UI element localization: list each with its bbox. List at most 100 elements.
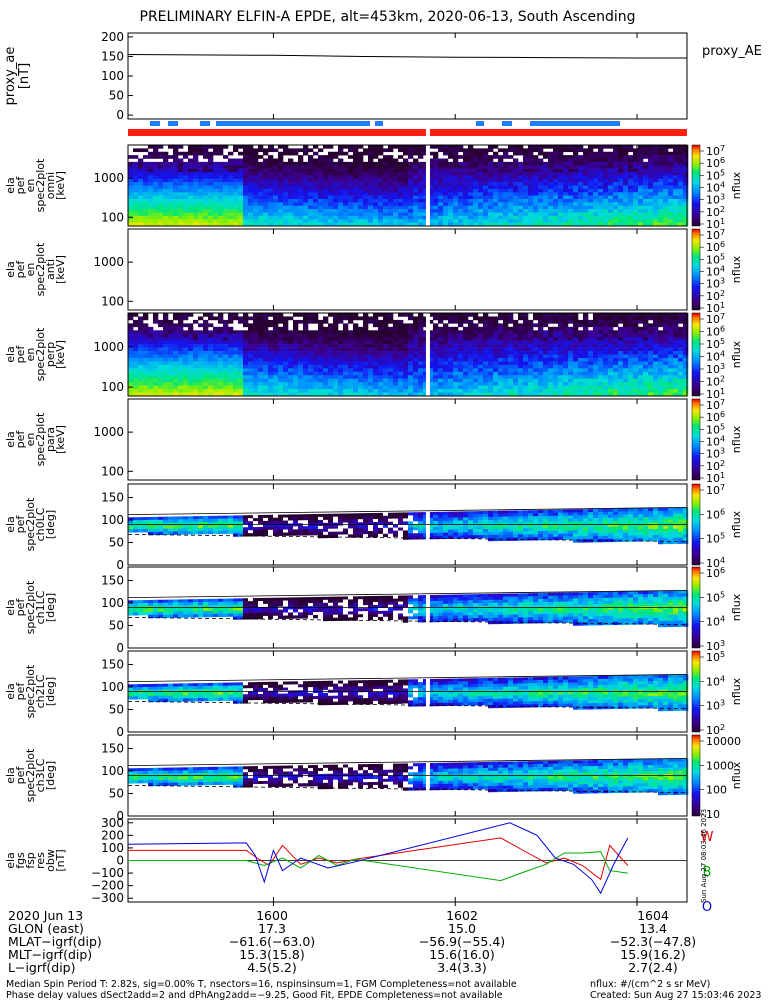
spectrogram-cell: [503, 368, 508, 372]
spectrogram-cell: [353, 330, 358, 334]
spectrogram-cell: [533, 169, 538, 173]
spectrogram-cell: [373, 323, 378, 327]
spectrogram-cell: [418, 313, 423, 317]
spectrogram-cell: [623, 379, 628, 383]
spectrogram-cell: [258, 148, 263, 152]
spectrogram-cell: [433, 382, 438, 386]
spectrogram-cell: [248, 386, 253, 390]
spectrogram-cell: [368, 175, 373, 179]
spectrogram-cell: [388, 186, 393, 190]
spectrogram-cell: [633, 179, 638, 183]
spectrogram-cell: [323, 379, 328, 383]
spectrogram-cell: [333, 372, 338, 376]
spectrogram-cell: [358, 334, 363, 338]
spectrogram-cell: [633, 351, 638, 355]
spectrogram-cell: [188, 368, 193, 372]
spectrogram-cell: [678, 175, 683, 179]
spectrogram-cell: [413, 196, 418, 200]
spectrogram-cell: [363, 361, 368, 365]
spectrogram-cell: [413, 386, 418, 390]
spectrogram-cell: [473, 341, 478, 345]
spectrogram-cell: [443, 165, 448, 169]
spectrogram-cell: [658, 148, 663, 152]
spectrogram-cell: [353, 192, 358, 196]
spectrogram-cell: [548, 165, 553, 169]
spectrogram-cell: [373, 179, 378, 183]
spectrogram-cell: [523, 361, 528, 365]
spectrogram-cell: [388, 351, 393, 355]
spectrogram-cell: [353, 159, 358, 163]
spectrogram-cell: [313, 145, 318, 149]
spectrogram-cell: [528, 337, 533, 341]
spectrogram-cell: [133, 375, 138, 379]
spectrogram-cell: [283, 330, 288, 334]
spectrogram-cell: [583, 172, 588, 176]
spectrogram-cell: [443, 175, 448, 179]
spectrogram-cell: [133, 379, 138, 383]
spectrogram-cell: [168, 192, 173, 196]
spectrogram-cell: [618, 351, 623, 355]
spectrogram-cell: [268, 148, 273, 152]
spectrogram-cell: [193, 189, 198, 193]
spectrogram-cell: [588, 186, 593, 190]
spectrogram-cell: [588, 179, 593, 183]
spectrogram-cell: [188, 199, 193, 203]
spectrogram-cell: [248, 379, 253, 383]
spectrogram-cell: [143, 337, 148, 341]
spectrogram-cell: [673, 186, 678, 190]
spectrogram-cell: [378, 219, 383, 223]
spectrogram-cell: [208, 368, 213, 372]
spectrogram-cell: [553, 355, 558, 359]
spectrogram-cell: [273, 382, 278, 386]
spectrogram-cell: [188, 202, 193, 206]
spectrogram-cell: [223, 341, 228, 345]
spectrogram-cell: [333, 192, 338, 196]
spectrogram-cell: [193, 361, 198, 365]
spectrogram-cell: [393, 320, 398, 324]
spectrogram-cell: [183, 358, 188, 362]
spectrogram-cell: [208, 361, 213, 365]
spectrogram-cell: [638, 186, 643, 190]
spectrogram-cell: [608, 169, 613, 173]
spectrogram-cell: [613, 182, 618, 186]
spectrogram-cell: [478, 148, 483, 152]
spectrogram-cell: [558, 145, 563, 149]
spectrogram-cell: [433, 155, 438, 159]
spectrogram-cell: [158, 202, 163, 206]
spectrogram-cell: [263, 172, 268, 176]
spectrogram-cell: [168, 162, 173, 166]
spectrogram-cell: [483, 192, 488, 196]
spectrogram-cell: [613, 202, 618, 206]
spectrogram-cell: [573, 337, 578, 341]
spectrogram-cell: [408, 341, 413, 345]
spectrogram-cell: [383, 320, 388, 324]
spectrogram-cell: [468, 344, 473, 348]
spectrogram-cell: [248, 361, 253, 365]
spectrogram-cell: [268, 216, 273, 220]
spectrogram-cell: [308, 182, 313, 186]
spectrogram-cell: [413, 213, 418, 217]
spectrogram-cell: [158, 196, 163, 200]
spectrogram-cell: [223, 327, 228, 331]
spectrogram-cell: [293, 206, 298, 210]
spectrogram-cell: [348, 361, 353, 365]
spectrogram-cell: [253, 365, 258, 369]
spectrogram-cell: [148, 334, 153, 338]
spectrogram-cell: [353, 337, 358, 341]
spectrogram-cell: [438, 358, 443, 362]
spectrogram-cell: [678, 169, 683, 173]
spectrogram-cell: [388, 320, 393, 324]
spectrogram-cell: [448, 148, 453, 152]
spectrogram-cell: [343, 179, 348, 183]
spectrogram-cell: [533, 330, 538, 334]
spectrogram-cell: [348, 386, 353, 390]
spectrogram-cell: [558, 375, 563, 379]
spectrogram-cell: [198, 372, 203, 376]
spectrogram-cell: [373, 213, 378, 217]
spectrogram-cell: [483, 169, 488, 173]
spectrogram-cell: [188, 375, 193, 379]
spectrogram-cell: [168, 365, 173, 369]
spectrogram-cell: [173, 368, 178, 372]
spectrogram-cell: [168, 182, 173, 186]
spectrogram-cell: [358, 145, 363, 149]
